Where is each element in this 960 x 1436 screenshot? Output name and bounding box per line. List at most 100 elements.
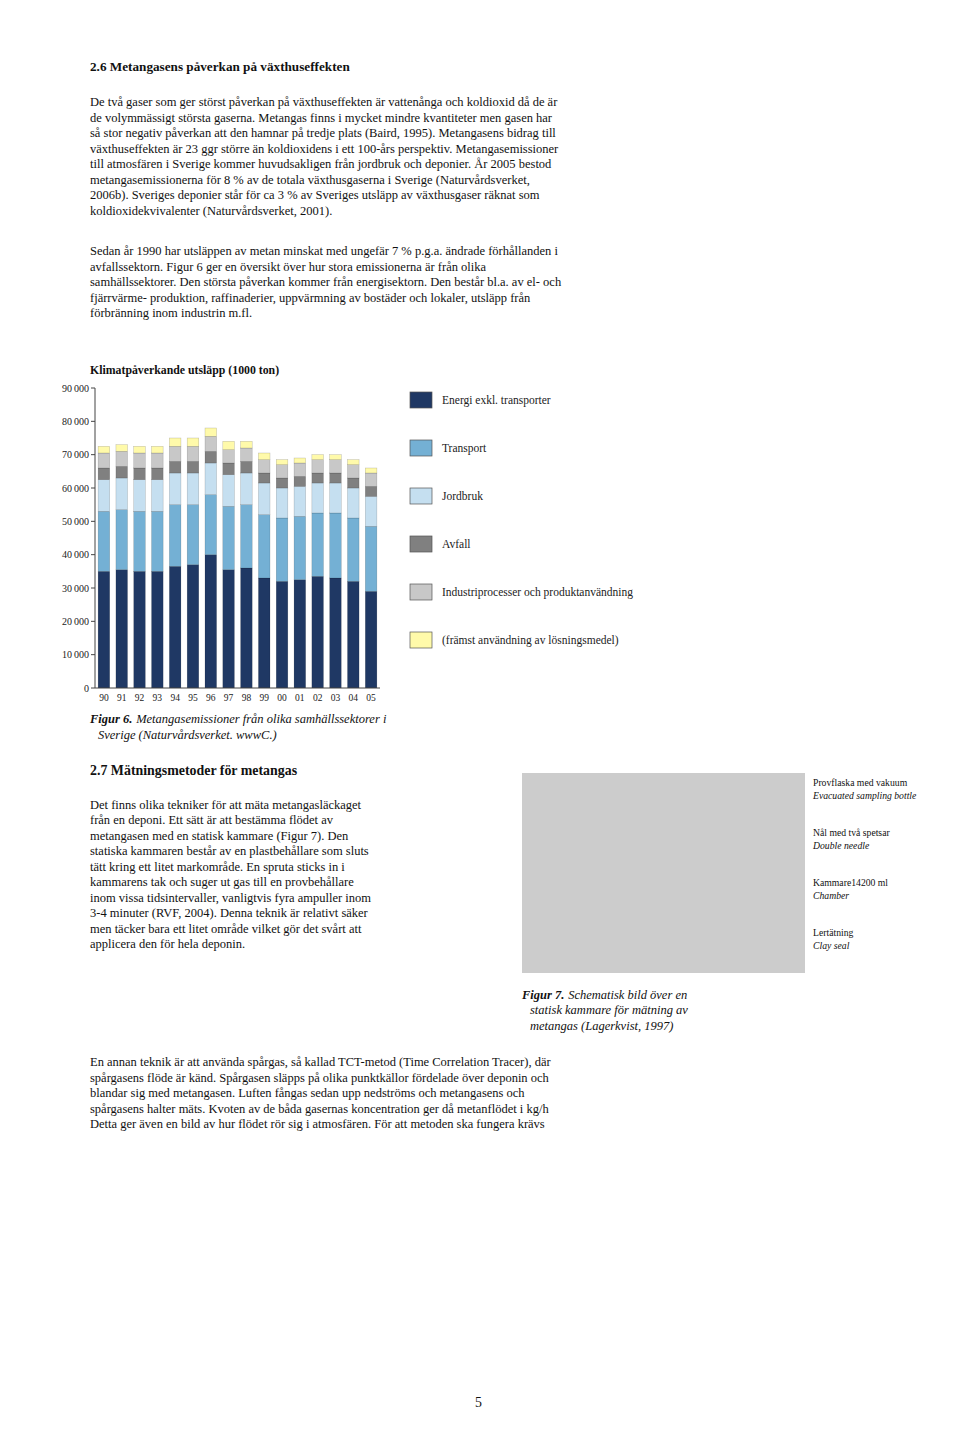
paragraph-line: En annan teknik är att använda spårgas, … <box>90 1055 551 1070</box>
y-tick-label: 40 000 <box>62 549 89 560</box>
figure-label: Nål med två spetsar <box>813 827 890 838</box>
bar-segment <box>365 468 377 473</box>
paragraph-line: fjärrvärme- produktion, raffinaderier, u… <box>90 291 530 306</box>
caption-label: Figur 7. <box>522 988 564 1002</box>
paragraph-line: 3-4 minuter (RVF, 2004). Denna teknik är… <box>90 906 368 921</box>
caption-line: statisk kammare för mätning av <box>522 1003 688 1019</box>
x-tick-label: 92 <box>135 693 145 703</box>
bar-segment <box>276 581 288 688</box>
y-tick-label: 0 <box>84 682 89 693</box>
bar-segment <box>152 479 164 511</box>
bar-segment <box>116 509 128 569</box>
figure-label: Lertätning <box>813 927 853 938</box>
legend-label: Avfall <box>442 538 471 550</box>
legend-swatch <box>410 632 432 648</box>
bar-segment <box>223 463 235 475</box>
bar-segment <box>134 479 146 511</box>
caption-text: Sverige (Naturvårdsverket. wwwC.) <box>98 728 277 742</box>
bar-segment <box>116 569 128 687</box>
paragraph-line: tätt kring ett litet markområde. En spru… <box>90 860 345 875</box>
bar-segment <box>98 511 110 571</box>
bar-segment <box>276 518 288 581</box>
paragraph-line: samhällssektorer. Den största påverkan k… <box>90 275 561 290</box>
paragraph-line: statiska kammaren består av en plastbehå… <box>90 844 369 859</box>
legend-label: Jordbruk <box>442 490 483 502</box>
figure-label: Kammare14200 ml <box>813 877 888 888</box>
bar-segment <box>134 468 146 480</box>
bar-segment <box>330 578 342 688</box>
page-number: 5 <box>475 1395 482 1411</box>
bar-segment <box>276 488 288 518</box>
caption-line: metangas (Lagerkvist, 1997) <box>522 1019 688 1035</box>
bar-segment <box>187 564 199 687</box>
bar-segment <box>98 468 110 480</box>
y-tick <box>91 587 95 588</box>
bar-segment <box>276 464 288 477</box>
figure-caption: Figur 7. Schematisk bild över enstatisk k… <box>522 988 688 1035</box>
y-tick <box>91 420 95 421</box>
bar-segment <box>347 518 359 581</box>
y-tick-label: 60 000 <box>62 482 89 493</box>
y-tick-label: 20 000 <box>62 615 89 626</box>
paragraph-line: kammarens tak och suger ut gas till en p… <box>90 875 354 890</box>
y-tick <box>91 387 95 388</box>
bar-segment <box>169 446 181 461</box>
bar-segment <box>187 438 199 446</box>
bar-segment <box>205 451 217 463</box>
bar-segment <box>276 459 288 464</box>
paragraph-line: växthuseffekten är 23 ggr större än kold… <box>90 142 558 157</box>
bar-segment <box>347 488 359 518</box>
bar-segment <box>241 441 253 448</box>
bar-segment <box>169 566 181 688</box>
bar-segment <box>241 448 253 461</box>
paragraph-line: förbränning inom industrin m.fl. <box>90 306 252 321</box>
caption-text: Schematisk bild över en <box>568 988 687 1002</box>
caption-line: Sverige (Naturvårdsverket. wwwC.) <box>90 728 386 744</box>
bar-segment <box>258 578 270 688</box>
bar-segment <box>134 571 146 688</box>
bar-segment <box>134 446 146 453</box>
figure-label: Evacuated sampling bottle <box>813 790 916 801</box>
bar-segment <box>223 441 235 449</box>
paragraph-line: men täcker bara ett litet område vilket … <box>90 922 361 937</box>
bar-segment <box>276 478 288 488</box>
bar-segment <box>187 446 199 461</box>
bar-segment <box>294 476 306 486</box>
paragraph-line: metangasemissionerna för 8 % av de total… <box>90 173 530 188</box>
bar-segment <box>169 504 181 566</box>
bar-segment <box>312 459 324 472</box>
paragraph-line: metangasen med en statisk kammare (Figur… <box>90 829 348 844</box>
paragraph-line: spårgasens halter mäts. Kvoten av de båd… <box>90 1102 549 1117</box>
legend-swatch <box>410 584 432 600</box>
legend-label: Industriprocesser och produktanvändning <box>442 586 633 599</box>
paragraph-line: koldioxidekvivalenter (Naturvårdsverket,… <box>90 204 332 219</box>
paragraph-line: från en deponi. Ett sätt är att bestämma… <box>90 813 333 828</box>
figure-label: Provflaska med vakuum <box>813 777 907 788</box>
bar-segment <box>116 478 128 510</box>
bar-segment <box>241 461 253 473</box>
bar-segment <box>98 453 110 468</box>
figure-label: Chamber <box>813 890 849 901</box>
y-tick <box>91 520 95 521</box>
bar-segment <box>330 473 342 483</box>
bar-segment <box>98 479 110 511</box>
legend: Energi exkl. transporterTransportJordbru… <box>410 392 633 648</box>
bar-segment <box>258 459 270 472</box>
bar-segment <box>134 511 146 571</box>
y-tick <box>91 554 95 555</box>
y-tick-label: 50 000 <box>62 515 89 526</box>
bar-segment <box>241 504 253 567</box>
bar-segment <box>152 446 164 453</box>
bars <box>98 428 377 688</box>
bar-segment <box>312 576 324 688</box>
x-tick-label: 90 <box>99 693 109 703</box>
x-tick-label: 98 <box>242 693 252 703</box>
bar-segment <box>169 461 181 473</box>
bar-segment <box>205 428 217 436</box>
bar-segment <box>152 453 164 468</box>
bar-segment <box>312 454 324 459</box>
x-tick-label: 94 <box>170 693 180 703</box>
bar-segment <box>152 511 164 571</box>
bar-segment <box>98 446 110 453</box>
paragraph-line: så stor negativ påverkan att den hamnar … <box>90 126 556 141</box>
